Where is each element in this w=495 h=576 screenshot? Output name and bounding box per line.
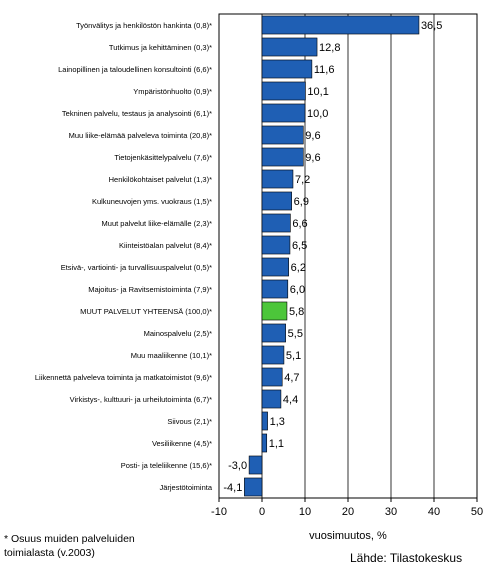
value-label: 10,0: [307, 108, 328, 120]
category-label: Henkilökohtaiset palvelut (1,3)*: [109, 175, 212, 184]
value-label: 6,2: [291, 262, 306, 274]
category-label: Työnvälitys ja henkilöstön hankinta (0,8…: [76, 21, 212, 30]
category-label: MUUT PALVELUT YHTEENSÄ (100,0)*: [80, 307, 212, 316]
x-tick-label: 50: [471, 506, 483, 518]
bar: [261, 235, 291, 255]
value-label: -3,0: [228, 460, 247, 472]
category-label: Posti- ja teleliikenne (15,6)*: [121, 461, 212, 470]
bar: [261, 81, 306, 101]
value-label: 7,2: [295, 174, 310, 186]
category-label: Virkistys-, kulttuuri- ja urheilutoimint…: [70, 395, 212, 404]
bar: [261, 433, 268, 453]
value-label: 4,7: [284, 372, 299, 384]
category-label: Ympäristönhuolto (0,9)*: [133, 87, 212, 96]
bar: [261, 169, 294, 189]
bar: [261, 191, 292, 211]
value-label: 9,6: [305, 130, 320, 142]
bar: [261, 301, 288, 321]
source-credit: Lähde: Tilastokeskus: [350, 551, 463, 565]
x-tick-label: -10: [211, 506, 227, 518]
category-label: Tekninen palvelu, testaus ja analysointi…: [62, 109, 212, 118]
value-label: 4,4: [283, 394, 298, 406]
x-tick-label: 20: [342, 506, 354, 518]
value-label: 6,0: [290, 284, 305, 296]
x-tick-label: 40: [428, 506, 440, 518]
bar: [261, 59, 313, 79]
category-labels: Työnvälitys ja henkilöstön hankinta (0,8…: [35, 21, 213, 492]
bar: [261, 323, 286, 343]
value-label: 5,8: [289, 306, 304, 318]
x-tick-label: 30: [385, 506, 397, 518]
x-axis-title: vuosimuutos, %: [309, 530, 387, 542]
footnote-line-1: * Osuus muiden palveluiden: [4, 533, 135, 545]
category-label: Kiinteistöalan palvelut (8,4)*: [119, 241, 212, 250]
category-label: Tietojenkäsittelypalvelu (7,6)*: [114, 153, 212, 162]
x-tick-label: 0: [259, 506, 265, 518]
value-label: 12,8: [319, 42, 340, 54]
value-label: 5,1: [286, 350, 301, 362]
category-label: Muu maaliikenne (10,1)*: [131, 351, 212, 360]
category-label: Muut palvelut liike-elämälle (2,3)*: [102, 219, 213, 228]
value-label: 6,6: [292, 218, 307, 230]
bar: [261, 257, 289, 277]
category-label: Majoitus- ja Ravitsemistoiminta (7,9)*: [88, 285, 212, 294]
bar: [261, 147, 304, 167]
value-label: 6,5: [292, 240, 307, 252]
bar: [261, 389, 282, 409]
x-tick-label: 10: [299, 506, 311, 518]
bar: [261, 411, 268, 431]
value-label: 9,6: [305, 152, 320, 164]
category-label: Liikennettä palveleva toiminta ja matkat…: [35, 373, 212, 382]
bar: [261, 15, 420, 35]
x-axis-ticks: -10 0 10 20 30 40 50: [211, 498, 483, 518]
bar: [261, 345, 285, 365]
bar: [261, 367, 283, 387]
value-label: 10,1: [307, 86, 328, 98]
category-label: Etsivä-, vartiointi- ja turvallisuuspalv…: [61, 263, 212, 272]
bar: [261, 103, 306, 123]
bar: [261, 279, 289, 299]
category-label: Lainopillinen ja taloudellinen konsultoi…: [58, 65, 212, 74]
category-label: Muu liike-elämää palveleva toiminta (20,…: [69, 131, 212, 140]
bars: [244, 15, 420, 497]
category-label: Tutkimus ja kehittäminen (0,3)*: [109, 43, 212, 52]
footnote: * Osuus muiden palveluiden toimialasta (…: [4, 532, 204, 560]
category-label: Kulkuneuvojen yms. vuokraus (1,5)*: [92, 197, 212, 206]
bar: [244, 477, 263, 497]
category-label: Mainospalvelu (2,5)*: [144, 329, 212, 338]
footnote-line-2: toimialasta (v.2003): [4, 547, 95, 559]
category-label: Järjestötoiminta: [159, 483, 212, 492]
value-label: 1,1: [269, 438, 284, 450]
category-label: Vesiliikenne (4,5)*: [152, 439, 212, 448]
bar: [261, 125, 304, 145]
value-label: 5,5: [288, 328, 303, 340]
bar: [248, 455, 263, 475]
value-label: 11,6: [314, 64, 335, 76]
value-labels: 36,5 12,8 11,6 10,1 10,0 9,6 9,6 7,2 6,9 6,6 6,5 6,…: [223, 20, 442, 494]
bar: [261, 37, 318, 57]
value-label: 6,9: [294, 196, 309, 208]
category-label: Siivous (2,1)*: [167, 417, 212, 426]
value-label: -4,1: [223, 482, 242, 494]
value-label: 36,5: [421, 20, 442, 32]
bar: [261, 213, 291, 233]
value-label: 1,3: [270, 416, 285, 428]
